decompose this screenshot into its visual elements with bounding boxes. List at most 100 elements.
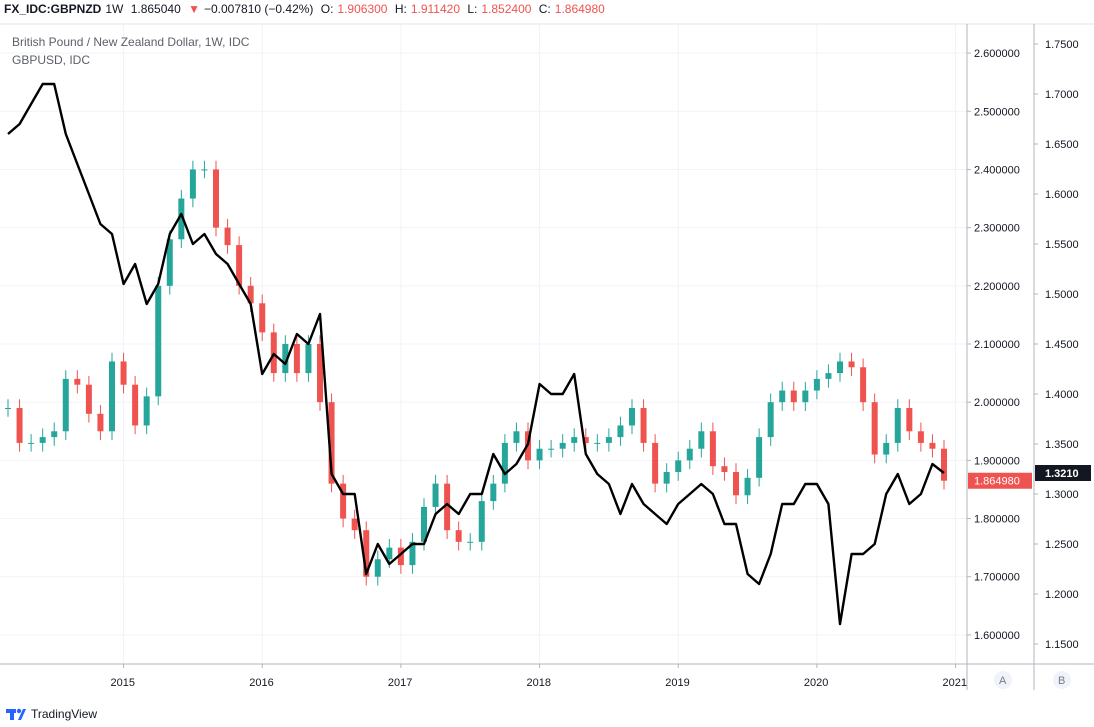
candle-body: [802, 390, 809, 403]
candle-body: [421, 506, 427, 542]
ohlc-open: 1.906300: [337, 2, 388, 16]
axis-a-tick-label: 1.800000: [974, 514, 1020, 526]
candle-body: [571, 437, 578, 443]
price-axis-a[interactable]: 2.600000 2.500000 2.400000 2.300000 2.200000…: [967, 48, 1020, 642]
candle-body: [409, 541, 416, 566]
axis-b-tick-label: 1.2500: [1045, 539, 1079, 551]
candle-body: [62, 378, 69, 432]
candle-body: [813, 378, 820, 391]
overlay-legend: GBPUSD, IDC: [12, 53, 90, 67]
ohlc-open-label: O:: [320, 2, 334, 16]
scale-b-button[interactable]: B: [1053, 671, 1071, 689]
axis-b-tick-label: 1.3500: [1045, 439, 1079, 451]
candle-body: [455, 530, 462, 542]
ohlc-close-label: C:: [538, 2, 551, 16]
candle-body: [132, 384, 139, 426]
candle-body: [929, 442, 936, 449]
time-tick-label: 2017: [388, 677, 412, 689]
candle-body: [871, 402, 878, 455]
candle-body: [109, 361, 115, 432]
candle-body: [617, 425, 624, 438]
candle-body: [5, 408, 11, 409]
axis-b-tick-label: 1.2000: [1045, 589, 1079, 601]
candle-body: [779, 390, 786, 403]
axis-b-tick-label: 1.6500: [1045, 139, 1079, 151]
candle-body: [605, 437, 612, 443]
candle-body: [490, 483, 497, 502]
axis-a-tick-label: 2.100000: [974, 339, 1020, 351]
candle-body: [848, 361, 855, 368]
last-price-label-b: 1.3210: [1035, 465, 1091, 481]
candle-body: [721, 466, 728, 472]
candle-body: [224, 227, 231, 246]
price-axis-b[interactable]: 1.7500 1.7000 1.6500 1.6000 1.5500 1.5000 1.45…: [1034, 39, 1079, 651]
candle-body: [478, 501, 485, 542]
candle-body: [305, 344, 312, 374]
candle-body: [74, 378, 81, 385]
ohlc-low-label: L:: [467, 2, 478, 16]
time-tick-label: 2020: [804, 677, 828, 689]
candle-body: [733, 472, 739, 496]
candle-body: [155, 285, 162, 397]
symbol-name[interactable]: FX_IDC:GBPNZD: [4, 2, 102, 16]
axis-a-tick-label: 2.400000: [974, 164, 1020, 176]
candle-body: [270, 332, 277, 374]
candle-body: [675, 460, 682, 472]
interval[interactable]: 1W: [105, 2, 124, 16]
time-axis[interactable]: 2015 2016 2017 2018 2019 2020 2021: [111, 664, 967, 689]
candle-body: [236, 245, 243, 286]
ohlc-high-label: H:: [394, 2, 407, 16]
candle-body: [501, 442, 508, 484]
axis-b-tick-label: 1.6000: [1045, 189, 1079, 201]
candle-body: [51, 431, 58, 438]
ohlc-low: 1.852400: [481, 2, 532, 16]
time-tick-label: 2019: [665, 677, 689, 689]
candle-body: [536, 448, 543, 461]
candle-body: [97, 413, 104, 432]
tradingview-logo-icon[interactable]: [5, 705, 27, 723]
candle-body: [467, 541, 474, 543]
candle-body: [941, 448, 947, 481]
axis-a-tick-label: 1.600000: [974, 630, 1020, 642]
candle-body: [883, 442, 890, 455]
axis-b-tick-label: 1.3000: [1045, 489, 1079, 501]
svg-text:1.3210: 1.3210: [1045, 468, 1079, 480]
candle-body: [374, 559, 381, 577]
candle-body: [293, 344, 300, 374]
time-tick-label: 2021: [943, 677, 967, 689]
axis-a-tick-label: 2.200000: [974, 281, 1020, 293]
candle-body: [213, 169, 219, 228]
candle-body: [16, 408, 23, 443]
candle-body: [582, 437, 589, 443]
svg-text:1.864980: 1.864980: [974, 476, 1020, 488]
svg-text:B: B: [1058, 675, 1065, 687]
candle-body: [548, 448, 555, 450]
axis-a-tick-label: 2.000000: [974, 397, 1020, 409]
candle-body: [744, 477, 751, 496]
candle-body: [790, 390, 797, 403]
ohlc-high: 1.911420: [410, 2, 460, 16]
candle-body: [709, 431, 716, 467]
scale-a-button[interactable]: A: [994, 671, 1012, 689]
gbpusd-line: [7, 82, 945, 626]
footer: TradingView: [5, 703, 97, 725]
candle-body: [513, 431, 520, 443]
brand-name[interactable]: TradingView: [31, 707, 98, 721]
candle-body: [629, 408, 635, 426]
axis-a-tick-label: 2.600000: [974, 48, 1020, 60]
axis-a-tick-label: 2.300000: [974, 223, 1020, 235]
grid: [0, 24, 967, 664]
candle-body: [259, 303, 266, 333]
chart-title: British Pound / New Zealand Dollar, 1W, …: [12, 35, 250, 49]
candle-body: [201, 169, 208, 171]
candle-body: [756, 437, 763, 478]
candle-body: [85, 384, 92, 414]
candle-body: [767, 402, 774, 438]
axis-a-tick-label: 1.700000: [974, 572, 1020, 584]
gbpnzd-candles: [5, 160, 947, 586]
axis-b-tick-label: 1.1500: [1045, 639, 1079, 651]
candle-body: [363, 530, 370, 577]
candle-body: [640, 408, 647, 443]
candle-body: [189, 169, 196, 199]
